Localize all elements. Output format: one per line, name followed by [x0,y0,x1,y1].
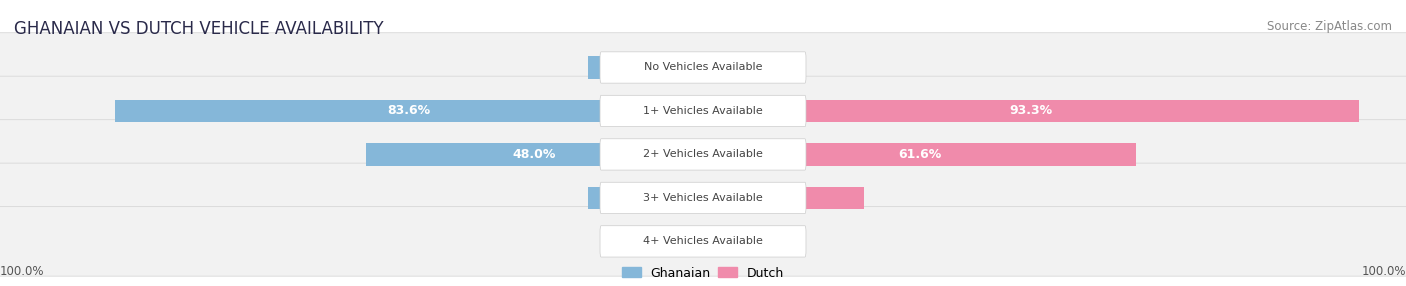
Text: 22.9%: 22.9% [762,191,806,204]
Bar [703,100,1358,122]
Text: 61.6%: 61.6% [898,148,941,161]
Text: GHANAIAN VS DUTCH VEHICLE AVAILABILITY: GHANAIAN VS DUTCH VEHICLE AVAILABILITY [14,20,384,38]
FancyBboxPatch shape [600,226,806,257]
Text: 83.6%: 83.6% [388,104,430,118]
Text: 16.4%: 16.4% [624,191,666,204]
FancyBboxPatch shape [600,52,806,83]
FancyBboxPatch shape [0,33,1406,102]
FancyBboxPatch shape [600,139,806,170]
Bar [588,56,703,79]
Text: 93.3%: 93.3% [1010,104,1053,118]
Bar [703,186,863,209]
Bar [666,230,703,253]
Bar [115,100,703,122]
Text: 1+ Vehicles Available: 1+ Vehicles Available [643,106,763,116]
Text: 16.4%: 16.4% [624,61,666,74]
Text: 5.2%: 5.2% [626,235,658,248]
Text: 3+ Vehicles Available: 3+ Vehicles Available [643,193,763,203]
FancyBboxPatch shape [0,76,1406,146]
Text: Source: ZipAtlas.com: Source: ZipAtlas.com [1267,20,1392,33]
Bar [703,143,1136,166]
Text: 100.0%: 100.0% [0,265,45,278]
Legend: Ghanaian, Dutch: Ghanaian, Dutch [621,267,785,280]
Text: 7.7%: 7.7% [765,235,797,248]
Bar [703,56,751,79]
Text: 100.0%: 100.0% [1361,265,1406,278]
Text: 2+ Vehicles Available: 2+ Vehicles Available [643,150,763,159]
FancyBboxPatch shape [600,95,806,127]
FancyBboxPatch shape [0,206,1406,276]
FancyBboxPatch shape [600,182,806,214]
FancyBboxPatch shape [0,163,1406,233]
Bar [588,186,703,209]
Text: No Vehicles Available: No Vehicles Available [644,63,762,72]
Text: 48.0%: 48.0% [513,148,555,161]
Text: 6.8%: 6.8% [759,61,792,74]
Text: 4+ Vehicles Available: 4+ Vehicles Available [643,237,763,246]
Bar [703,230,756,253]
FancyBboxPatch shape [0,120,1406,189]
Bar [366,143,703,166]
